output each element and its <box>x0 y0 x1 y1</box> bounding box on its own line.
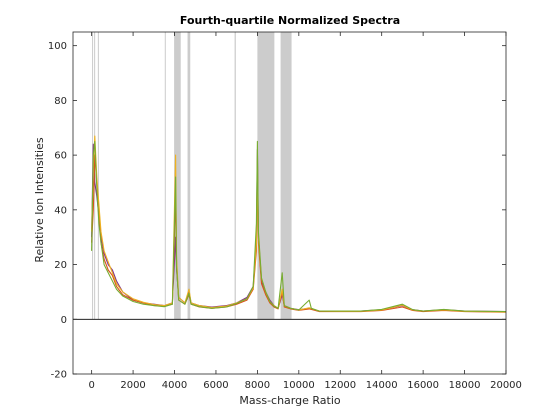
x-axis-label: Mass-charge Ratio <box>239 394 341 407</box>
highlight-band <box>280 32 292 320</box>
y-tick-label: 0 <box>61 315 67 326</box>
x-tick-label: 14000 <box>366 380 398 391</box>
highlight-band <box>174 32 181 320</box>
x-tick-label: 2000 <box>120 380 145 391</box>
y-axis-label: Relative Ion Intensities <box>33 137 46 262</box>
x-tick-label: 18000 <box>449 380 481 391</box>
y-ticks: -20 0 20 40 60 80 100 <box>48 41 506 381</box>
x-tick-label: 12000 <box>324 380 356 391</box>
series-line <box>91 143 507 313</box>
y-tick-label: 100 <box>48 41 67 52</box>
x-tick-label: 0 <box>88 380 94 391</box>
series-line <box>91 140 507 313</box>
highlight-band <box>234 32 236 320</box>
highlight-bands <box>92 32 292 320</box>
x-tick-label: 4000 <box>162 380 187 391</box>
highlight-band <box>187 32 191 320</box>
x-tick-label: 6000 <box>203 380 228 391</box>
highlight-band <box>97 32 99 320</box>
highlight-band <box>164 32 166 320</box>
x-tick-label: 20000 <box>490 380 522 391</box>
series-line <box>91 135 507 313</box>
y-tick-label: 80 <box>54 96 67 107</box>
y-tick-label: 40 <box>54 205 67 216</box>
x-tick-label: 10000 <box>283 380 315 391</box>
plot-frame <box>72 31 507 375</box>
series-lines <box>91 135 507 313</box>
chart-title: Fourth-quartile Normalized Spectra <box>180 14 400 27</box>
y-tick-label: 60 <box>54 151 67 162</box>
y-tick-label: 20 <box>54 260 67 271</box>
x-tick-label: 16000 <box>407 380 439 391</box>
x-tick-label: 8000 <box>245 380 270 391</box>
y-tick-label: -20 <box>51 370 67 381</box>
highlight-band <box>257 32 275 320</box>
x-ticks: 0 2000 4000 6000 8000 10000 12000 14000 16000 180… <box>88 32 522 391</box>
series-line <box>91 154 507 313</box>
